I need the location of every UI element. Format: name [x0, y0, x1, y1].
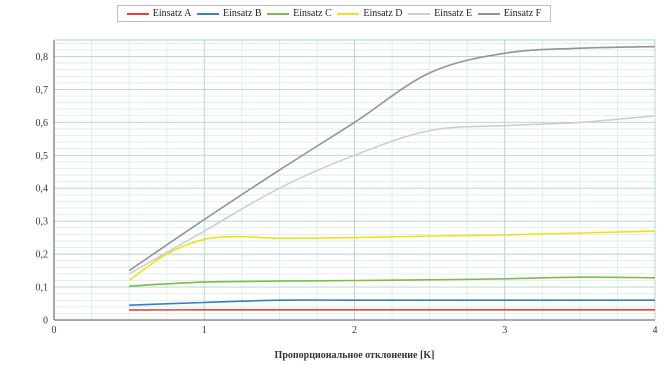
x-axis-label: Пропорциональное отклонение [K]: [275, 350, 435, 361]
series-line-einsatz-e: [128, 115, 656, 275]
y-tick-label: 0,3: [36, 217, 49, 228]
legend: Einsatz A Einsatz B Einsatz C Einsatz D Eins…: [117, 5, 551, 22]
legend-item-einsatz-c: Einsatz C: [267, 8, 332, 19]
y-tick-label: 0: [43, 316, 48, 327]
legend-swatch: [196, 12, 219, 15]
x-tick-label: 0: [52, 325, 57, 336]
x-tick-label: 3: [502, 325, 507, 336]
legend-label: Einsatz A: [152, 8, 192, 19]
x-tick-label: 2: [352, 325, 357, 336]
legend-swatch: [126, 12, 149, 15]
y-tick-label: 0,2: [36, 250, 49, 261]
series-line-einsatz-f: [128, 45, 656, 272]
series-line-einsatz-d: [128, 230, 656, 282]
legend-swatch: [408, 12, 431, 15]
y-tick-label: 0,6: [36, 118, 49, 129]
legend-label: Einsatz B: [222, 8, 262, 19]
y-tick-label: 0,4: [36, 184, 49, 195]
legend-swatch: [477, 12, 500, 15]
y-tick-label: 0,5: [36, 151, 49, 162]
legend-swatch: [267, 12, 290, 15]
legend-label: Einsatz D: [363, 8, 403, 19]
legend-label: Einsatz F: [503, 8, 542, 19]
legend-item-einsatz-a: Einsatz A: [126, 8, 192, 19]
legend-label: Einsatz E: [434, 8, 473, 19]
y-tick-label: 0,1: [36, 283, 49, 294]
x-tick-label: 4: [653, 325, 658, 336]
legend-swatch: [337, 12, 360, 15]
legend-item-einsatz-f: Einsatz F: [477, 8, 542, 19]
x-tick-label: 1: [202, 325, 207, 336]
y-tick-label: 0,8: [36, 52, 49, 63]
series-line-einsatz-c: [129, 276, 656, 287]
legend-label: Einsatz C: [293, 8, 332, 19]
legend-item-einsatz-d: Einsatz D: [337, 8, 403, 19]
legend-item-einsatz-b: Einsatz B: [196, 8, 262, 19]
y-tick-label: 0,7: [36, 85, 49, 96]
legend-item-einsatz-e: Einsatz E: [408, 8, 472, 19]
series-line-einsatz-b: [129, 299, 655, 306]
